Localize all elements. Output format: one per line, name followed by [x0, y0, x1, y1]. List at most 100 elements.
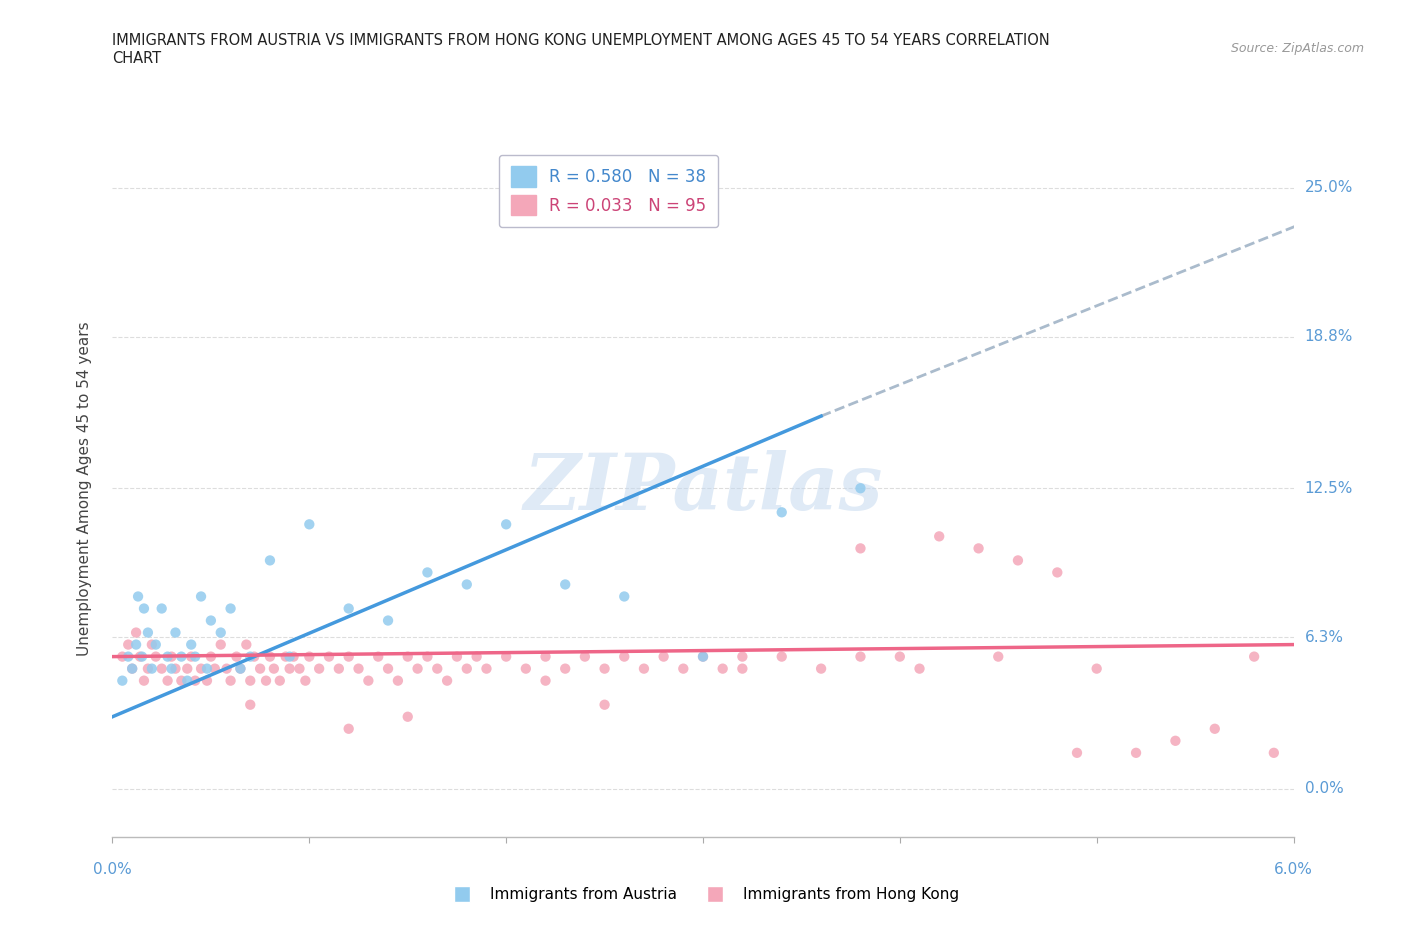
Point — [239, 698, 262, 712]
Point — [184, 673, 207, 688]
Text: CHART: CHART — [112, 51, 162, 66]
Point — [150, 601, 173, 616]
Point — [141, 637, 163, 652]
Point — [111, 649, 134, 664]
Point — [416, 649, 439, 664]
Point — [416, 565, 439, 580]
Point — [593, 661, 616, 676]
Point — [337, 601, 360, 616]
Point — [200, 613, 222, 628]
Point — [239, 673, 262, 688]
Point — [180, 649, 202, 664]
Point — [711, 661, 734, 676]
Point — [928, 529, 950, 544]
Point — [298, 649, 321, 664]
Point — [209, 637, 232, 652]
Point — [195, 673, 218, 688]
Point — [987, 649, 1010, 664]
Point — [889, 649, 911, 664]
Point — [456, 661, 478, 676]
Point — [160, 661, 183, 676]
Point — [692, 649, 714, 664]
Point — [534, 673, 557, 688]
Point — [396, 710, 419, 724]
Point — [190, 661, 212, 676]
Point — [908, 661, 931, 676]
Point — [219, 673, 242, 688]
Point — [1085, 661, 1108, 676]
Point — [377, 661, 399, 676]
Point — [259, 649, 281, 664]
Point — [1007, 553, 1029, 568]
Point — [127, 589, 149, 604]
Point — [121, 661, 143, 676]
Point — [554, 577, 576, 591]
Point — [1125, 745, 1147, 760]
Point — [436, 673, 458, 688]
Point — [849, 541, 872, 556]
Point — [593, 698, 616, 712]
Point — [298, 517, 321, 532]
Text: 12.5%: 12.5% — [1305, 481, 1353, 496]
Point — [254, 673, 277, 688]
Point — [125, 625, 148, 640]
Point — [125, 637, 148, 652]
Point — [387, 673, 409, 688]
Point — [121, 661, 143, 676]
Point — [235, 637, 257, 652]
Point — [200, 649, 222, 664]
Point — [1204, 722, 1226, 737]
Point — [318, 649, 340, 664]
Point — [229, 661, 252, 676]
Point — [176, 673, 198, 688]
Point — [967, 541, 990, 556]
Point — [288, 661, 311, 676]
Point — [117, 637, 139, 652]
Point — [176, 661, 198, 676]
Point — [225, 649, 247, 664]
Point — [731, 649, 754, 664]
Point — [475, 661, 498, 676]
Point — [534, 649, 557, 664]
Text: ZIPatlas: ZIPatlas — [523, 450, 883, 526]
Point — [243, 649, 266, 664]
Point — [249, 661, 271, 676]
Text: 0.0%: 0.0% — [1305, 781, 1343, 796]
Point — [184, 649, 207, 664]
Point — [283, 649, 305, 664]
Point — [165, 661, 187, 676]
Point — [209, 625, 232, 640]
Point — [613, 589, 636, 604]
Point — [219, 601, 242, 616]
Point — [141, 661, 163, 676]
Point — [770, 649, 793, 664]
Point — [239, 649, 262, 664]
Point — [145, 649, 167, 664]
Point — [136, 661, 159, 676]
Text: 6.0%: 6.0% — [1274, 862, 1313, 877]
Point — [328, 661, 350, 676]
Point — [554, 661, 576, 676]
Point — [269, 673, 291, 688]
Legend: R = 0.580   N = 38, R = 0.033   N = 95: R = 0.580 N = 38, R = 0.033 N = 95 — [499, 154, 718, 227]
Point — [810, 661, 832, 676]
Point — [849, 649, 872, 664]
Text: 25.0%: 25.0% — [1305, 180, 1353, 195]
Point — [515, 661, 537, 676]
Point — [613, 649, 636, 664]
Point — [495, 649, 517, 664]
Text: 18.8%: 18.8% — [1305, 329, 1353, 344]
Point — [1243, 649, 1265, 664]
Legend: Immigrants from Austria, Immigrants from Hong Kong: Immigrants from Austria, Immigrants from… — [441, 882, 965, 909]
Point — [156, 649, 179, 664]
Point — [672, 661, 695, 676]
Point — [259, 553, 281, 568]
Point — [337, 722, 360, 737]
Point — [117, 649, 139, 664]
Point — [150, 661, 173, 676]
Point — [456, 577, 478, 591]
Point — [465, 649, 488, 664]
Point — [308, 661, 330, 676]
Point — [132, 673, 155, 688]
Point — [136, 625, 159, 640]
